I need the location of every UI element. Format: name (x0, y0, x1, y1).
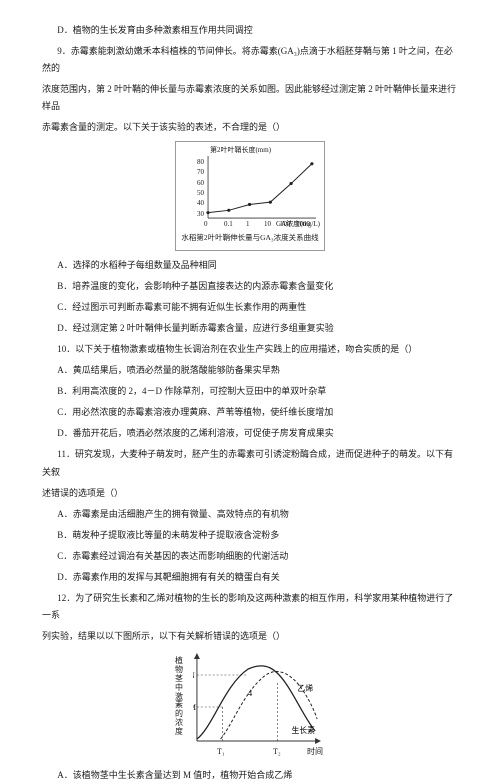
fig2-t1: T₁ (217, 744, 225, 759)
q11-opt-b: B．萌发种子提取液比等量的未萌发种子提取液含淀粉多 (42, 527, 458, 544)
page-number: 4 (0, 685, 500, 702)
q9-stem-line3: 赤霉素含量的测定。以下关于该实验的表述，不合理的是（） (42, 119, 458, 136)
fig2-N: N (193, 671, 195, 680)
q12-stem-1: 12．为了研究生长素和乙烯对植物的生长的影响及这两种激素的相互作用，科学家用某种… (42, 590, 458, 624)
q11-stem-2: 述错误的选项是（） (42, 485, 458, 502)
fig1-xtick: 1 (246, 218, 250, 231)
q9-opt-c: C．经过图示可判断赤霉素可能不拥有近似生长素作用的两重性 (42, 299, 458, 316)
q10-opt-c: C．用必然浓度的赤霉素溶液办理黄麻、芦苇等植物，使纤维长度增加 (42, 404, 458, 421)
q9-stem-line2: 浓度范围内，第 2 叶叶鞘的伸长量与赤霉素浓度的关系如图。因此能够经过测定第 2… (42, 81, 458, 115)
fig2-legend-aux: 生长素 (291, 725, 315, 735)
q12-opt-a: A．该植物茎中生长素含量达到 M 值时，植物开始合成乙烯 (42, 767, 458, 784)
q10-opt-b: B．利用高浓度的 2，4－D 作除草剂，可控制大豆田中的单双叶杂草 (42, 383, 458, 400)
q9-opt-b: B．培养温度的变化，会影响种子基因直接表达的内源赤霉素含量变化 (42, 278, 458, 295)
fig1-xunit: GA浓度(mg/L) (276, 218, 320, 231)
fig2-t2: T₂ (273, 744, 281, 759)
fig1-caption: 水稻第2叶叶鞘伸长量与GA₃浓度关系曲线 (176, 231, 324, 245)
fig2-M: M (193, 703, 196, 712)
figure-2: 植物茎中激素的浓度 N M 乙烯 生长素 T₁ T₂ 时间 (175, 649, 325, 761)
q11-opt-c: C．赤霉素经过调治有关基因的表达而影响细胞的代谢活动 (42, 548, 458, 565)
fig1-xtick: 0.1 (224, 218, 233, 231)
q10-opt-d: D．番茄开花后，喷洒必然浓度的乙烯利溶液，可促使子房发育成果实 (42, 425, 458, 442)
q10-stem: 10．以下关于植物激素或植物生长调治剂在农业生产实践上的应用描述，吻合实质的是（… (42, 341, 458, 358)
q12-stem-2: 列实验，结果以以下图所示，以下有关解析错误的选项是（） (42, 628, 458, 645)
figure-1-wrap: 第2叶叶鞘长度(mm) 807060504030 00.11101001000G… (42, 141, 458, 251)
fig1-xtick: 10 (264, 218, 271, 231)
fig1-xtick: 0 (204, 218, 208, 231)
q11-stem-1: 11．研究发现，大麦种子萌发时，胚产生的赤霉素可引诱淀粉酶合成，进而促进种子的萌… (42, 446, 458, 480)
fig1-plot (206, 156, 318, 220)
q9-stem-line1: 9．赤霉素能刺激幼嫩禾本科植株的节间伸长。将赤霉素(GA₃)点滴于水稻胚芽鞘与第… (42, 43, 458, 77)
figure-2-wrap: 植物茎中激素的浓度 N M 乙烯 生长素 T₁ T₂ 时间 (42, 649, 458, 761)
option-d-q8: D．植物的生长发育由多种激素相互作用共同调控 (42, 22, 458, 39)
q11-opt-a: A．赤霉素是由活细胞产生的拥有微量、高效特点的有机物 (42, 506, 458, 523)
fig1-svg (206, 156, 318, 220)
q11-opt-d: D．赤霉素作用的发挥与其靶细胞拥有有关的糖蛋白有关 (42, 569, 458, 586)
q9-opt-a: A．选择的水稻种子每组数量及品种相同 (42, 257, 458, 274)
fig2-xlabel: 时间 (307, 744, 323, 759)
q9-opt-d: D．经过测定第 2 叶叶鞘伸长量判断赤霉素含量，应进行多组重复实验 (42, 320, 458, 337)
fig1-ytick: 30 (190, 208, 204, 221)
q10-opt-a: A．黄瓜结果后，喷洒必然量的脱落酸能够防备果实早熟 (42, 362, 458, 379)
figure-1: 第2叶叶鞘长度(mm) 807060504030 00.11101001000G… (175, 141, 325, 251)
